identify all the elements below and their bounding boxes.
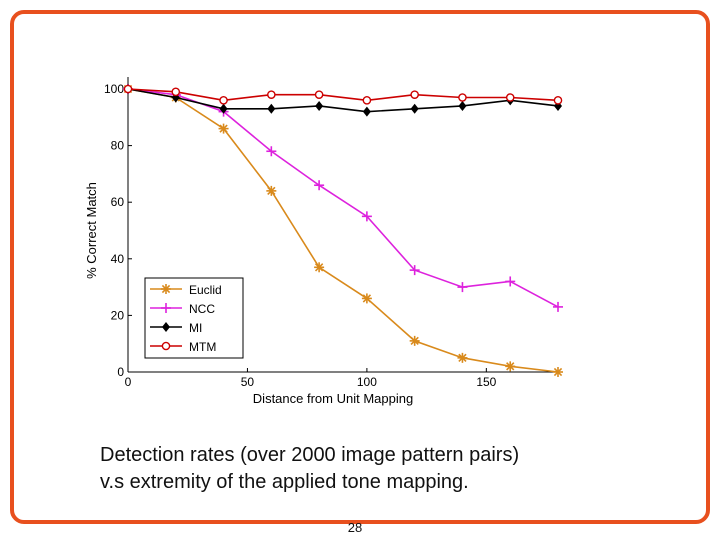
marker-stroke xyxy=(267,186,276,196)
page-number: 28 xyxy=(347,520,363,535)
marker-shape xyxy=(161,341,171,351)
data-point-mtm xyxy=(553,96,563,105)
slide-frame xyxy=(10,10,710,524)
marker-stroke xyxy=(458,353,467,363)
marker-shape xyxy=(362,96,372,105)
data-point-ncc xyxy=(266,146,277,157)
data-point-euclid xyxy=(218,123,229,134)
data-point-euclid xyxy=(505,361,516,372)
data-point-mtm xyxy=(458,93,467,102)
marker-stroke xyxy=(219,124,228,133)
legend-label-ncc: NCC xyxy=(189,302,215,316)
data-point-mi xyxy=(315,100,324,111)
y-tick-label: 20 xyxy=(111,308,125,322)
data-point-ncc xyxy=(314,180,325,191)
marker-shape xyxy=(314,90,324,99)
legend-box xyxy=(144,277,244,359)
y-axis-label: % Correct Match xyxy=(84,182,99,279)
marker-stroke xyxy=(410,336,419,346)
marker-shape xyxy=(267,90,276,99)
legend-marker-mi xyxy=(162,322,170,332)
marker-shape xyxy=(458,93,467,102)
data-point-euclid xyxy=(409,335,420,346)
data-point-ncc xyxy=(505,276,516,287)
legend-label-mi: MI xyxy=(189,321,202,335)
marker-shape xyxy=(458,100,467,111)
data-point-euclid xyxy=(457,352,468,363)
x-tick-label: 150 xyxy=(476,375,496,389)
marker-shape xyxy=(362,106,371,117)
y-tick-label: 40 xyxy=(111,252,125,266)
marker-shape xyxy=(410,103,419,114)
data-point-mi xyxy=(219,103,228,114)
marker-shape xyxy=(123,84,133,94)
data-point-mi xyxy=(410,103,419,114)
data-point-euclid xyxy=(361,293,372,304)
legend-marker-ncc xyxy=(161,303,171,313)
data-point-euclid xyxy=(314,262,325,273)
marker-stroke xyxy=(553,367,563,377)
marker-shape xyxy=(171,87,181,97)
data-point-mtm xyxy=(267,90,276,99)
caption-line-2: v.s extremity of the applied tone mappin… xyxy=(100,471,469,493)
y-tick-label: 100 xyxy=(104,82,124,96)
data-point-ncc xyxy=(409,265,420,276)
legend-label-mtm: MTM xyxy=(189,340,216,354)
data-point-mtm xyxy=(362,96,372,105)
marker-shape xyxy=(505,93,515,102)
caption-line-1: Detection rates (over 2000 image pattern… xyxy=(100,444,520,466)
data-point-mtm xyxy=(219,96,228,105)
marker-stroke xyxy=(314,263,324,272)
data-point-mtm xyxy=(410,90,419,99)
data-point-mi xyxy=(267,103,276,114)
series-line-mtm xyxy=(127,88,559,102)
x-tick-label: 100 xyxy=(357,375,377,389)
data-point-ncc xyxy=(361,211,372,222)
x-axis-label: Distance from Unit Mapping xyxy=(253,391,413,406)
y-tick-label: 80 xyxy=(111,139,125,153)
marker-shape xyxy=(553,96,563,105)
x-tick-label: 50 xyxy=(241,375,255,389)
marker-stroke xyxy=(362,294,372,303)
series-line-euclid xyxy=(127,88,559,373)
data-point-mtm xyxy=(505,93,515,102)
data-point-ncc xyxy=(553,301,563,312)
y-tick-label: 60 xyxy=(111,195,125,209)
series-line-ncc xyxy=(127,88,559,308)
data-point-mtm xyxy=(171,87,181,97)
slide-caption: Detection rates (over 2000 image pattern… xyxy=(100,442,660,496)
data-point-euclid xyxy=(266,185,277,196)
legend-marker-mtm xyxy=(161,341,171,351)
data-point-ncc xyxy=(457,282,468,293)
legend-marker-euclid xyxy=(161,284,171,294)
data-point-mi xyxy=(458,100,467,111)
marker-shape xyxy=(219,103,228,114)
data-point-mtm xyxy=(314,90,324,99)
y-tick-label: 0 xyxy=(117,365,124,379)
legend-label-euclid: Euclid xyxy=(189,283,222,297)
data-point-mtm xyxy=(123,84,133,94)
marker-stroke xyxy=(506,362,515,371)
marker-shape xyxy=(219,96,228,105)
data-point-mi xyxy=(362,106,371,117)
marker-stroke xyxy=(161,284,171,294)
series-line-mi xyxy=(127,88,559,113)
data-point-euclid xyxy=(553,367,563,377)
marker-shape xyxy=(267,103,276,114)
marker-shape xyxy=(315,100,324,111)
x-tick-label: 0 xyxy=(125,375,132,389)
marker-shape xyxy=(410,90,419,99)
marker-shape xyxy=(162,322,170,332)
